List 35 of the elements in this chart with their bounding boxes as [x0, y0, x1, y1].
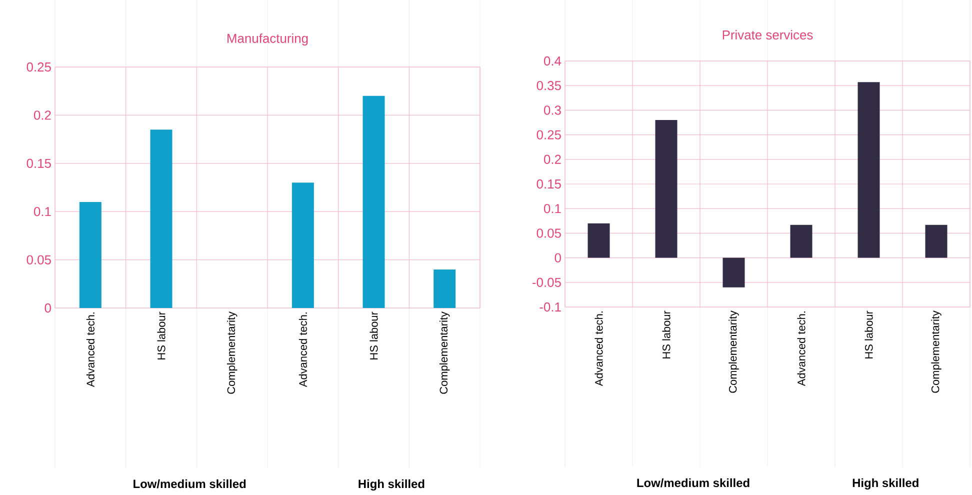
y-tick-label: 0.25	[536, 130, 561, 140]
chart-title: Manufacturing	[228, 33, 308, 46]
x-tick-label: HS labour	[370, 312, 378, 360]
y-tick-label: 0.35	[536, 81, 561, 90]
x-tick-label: HS labour	[157, 312, 166, 360]
x-tick-label: Complementarity	[728, 310, 739, 393]
y-tick-label: -0.05	[532, 278, 561, 287]
x-tick-label: Complementarity	[226, 312, 238, 394]
text: Low/medium skilled	[134, 479, 246, 488]
text: High skilled	[358, 479, 424, 491]
y-tick-label: 0.1	[34, 207, 51, 216]
y-tick-label: 0	[44, 303, 51, 313]
y-tick-label: 0.15	[26, 158, 51, 168]
y-tick-label: 0.15	[536, 179, 561, 189]
x-tick-label: Advanced tech.	[594, 312, 603, 386]
x-tick-label: Complementarity	[931, 310, 942, 393]
y-tick-label: 0.05	[26, 255, 51, 264]
text: High skilled	[852, 478, 918, 490]
chart-title: Private services	[722, 30, 813, 40]
y-tick-label: 0.05	[536, 228, 561, 238]
y-tick-label: 0.25	[26, 62, 51, 72]
text: Low/medium skilled	[637, 478, 750, 488]
y-tick-label: -0.1	[540, 302, 561, 312]
x-tick-label: HS labour	[864, 310, 873, 358]
y-tick-label: 0.2	[34, 110, 51, 120]
x-tick-label: Advanced tech.	[797, 312, 806, 386]
y-tick-label: 0.3	[544, 106, 561, 115]
x-tick-label: Advanced tech.	[86, 312, 94, 388]
y-tick-label: 0	[554, 253, 561, 262]
x-tick-label: Advanced tech.	[298, 312, 307, 388]
y-tick-label: 0.2	[544, 154, 561, 164]
y-tick-label: 0.1	[544, 204, 561, 214]
x-tick-label: HS labour	[662, 310, 670, 358]
y-tick-label: 0.4	[544, 56, 562, 66]
x-tick-label: Complementarity	[439, 312, 450, 394]
